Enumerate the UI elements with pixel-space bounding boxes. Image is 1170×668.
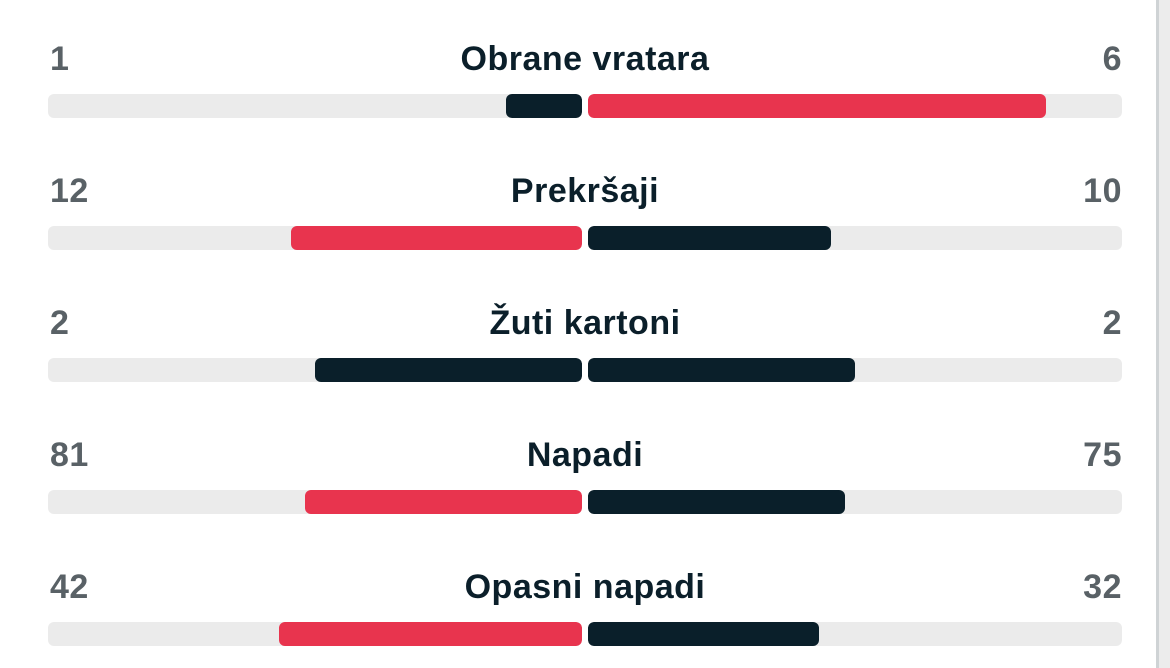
away-value: 2 <box>1102 304 1122 342</box>
stat-row-goalkeeper-saves: 1 Obrane vratara 6 <box>48 0 1122 132</box>
away-value: 6 <box>1102 40 1122 78</box>
away-value: 32 <box>1083 568 1122 606</box>
stat-label: Obrane vratara <box>460 40 710 78</box>
home-bar-track <box>48 622 582 646</box>
home-bar-track <box>48 94 582 118</box>
home-value: 81 <box>50 436 89 474</box>
home-bar-fill <box>505 94 582 118</box>
home-bar-track <box>48 490 582 514</box>
away-value: 10 <box>1083 172 1122 210</box>
away-bar-track <box>588 622 1122 646</box>
away-bar-track <box>588 358 1122 382</box>
stat-bars <box>48 622 1122 646</box>
away-bar-track <box>588 490 1122 514</box>
stat-label: Opasni napadi <box>464 568 706 606</box>
home-value: 1 <box>50 40 70 78</box>
stat-bars <box>48 490 1122 514</box>
home-bar-fill <box>304 490 582 514</box>
stat-row-yellow-cards: 2 Žuti kartoni 2 <box>48 264 1122 396</box>
home-bar-track <box>48 358 582 382</box>
home-value: 12 <box>50 172 89 210</box>
stat-bars <box>48 358 1122 382</box>
stats-list: 1 Obrane vratara 6 12 Prekršaji 10 2 <box>48 0 1122 660</box>
home-bar-fill <box>315 358 582 382</box>
stat-label: Žuti kartoni <box>489 304 681 342</box>
stat-bars <box>48 226 1122 250</box>
stat-bars <box>48 94 1122 118</box>
away-bar-fill <box>588 94 1046 118</box>
home-bar-track <box>48 226 582 250</box>
home-bar-fill <box>290 226 582 250</box>
home-bar-fill <box>278 622 582 646</box>
home-value: 2 <box>50 304 70 342</box>
away-value: 75 <box>1083 436 1122 474</box>
stat-row-fouls: 12 Prekršaji 10 <box>48 132 1122 264</box>
away-bar-fill <box>588 358 855 382</box>
away-bar-fill <box>588 622 819 646</box>
stat-label: Prekršaji <box>510 172 660 210</box>
away-bar-track <box>588 226 1122 250</box>
scrollbar[interactable] <box>1156 0 1170 668</box>
stat-label: Napadi <box>526 436 644 474</box>
away-bar-track <box>588 94 1122 118</box>
away-bar-fill <box>588 490 845 514</box>
home-value: 42 <box>50 568 89 606</box>
stat-row-attacks: 81 Napadi 75 <box>48 396 1122 528</box>
away-bar-fill <box>588 226 831 250</box>
stat-row-dangerous-attacks: 42 Opasni napadi 32 <box>48 528 1122 660</box>
